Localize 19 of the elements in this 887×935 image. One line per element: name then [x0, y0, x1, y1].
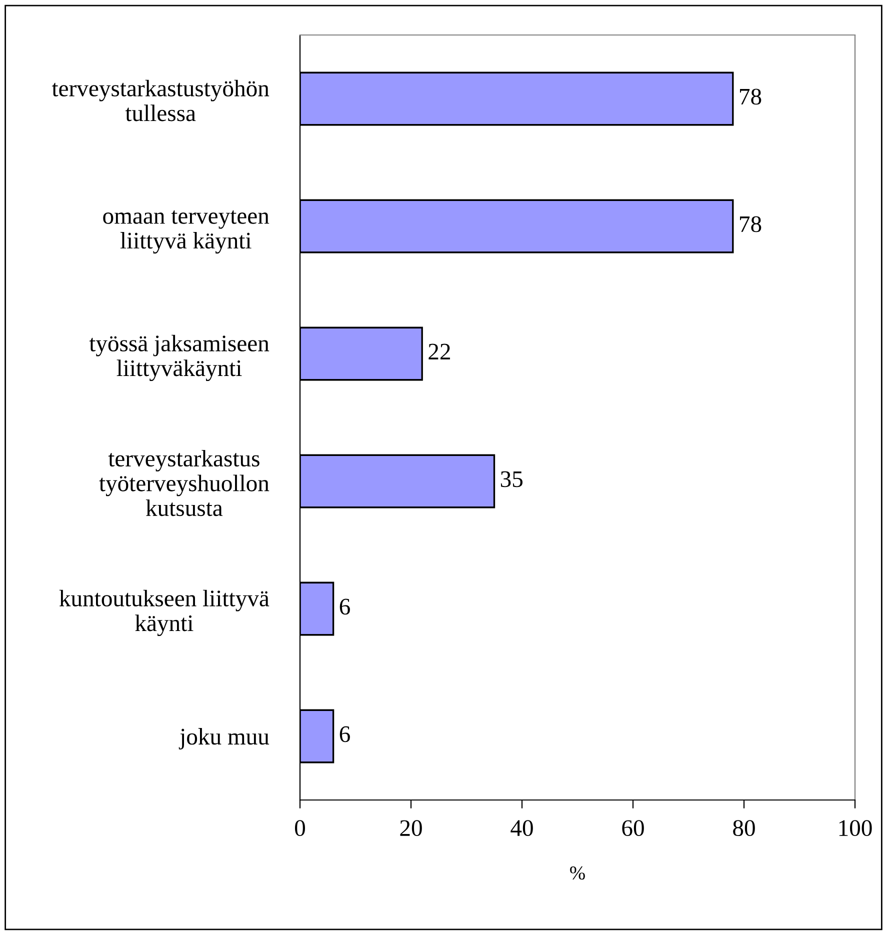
data-label: 22: [428, 344, 450, 360]
data-label: 78: [740, 216, 762, 232]
data-label: 78: [740, 88, 762, 105]
y-tick-label: kuntoutukseen liittyvä käynti: [59, 590, 270, 636]
x-tick-label: 100: [839, 820, 872, 836]
data-label: 6: [340, 726, 350, 742]
y-tick-label: terveystarkastus työterveyshuollon kutsusta: [99, 450, 270, 516]
y-tick-label: työssä jaksamiseen liittyväkäynti: [89, 334, 270, 382]
x-tick-label: 20: [400, 820, 422, 836]
data-label: 35: [500, 471, 522, 488]
x-axis-title: %: [570, 866, 585, 880]
y-tick-label: omaan terveyteen liittyvä käynti: [103, 210, 270, 254]
x-tick-label: 40: [510, 820, 533, 836]
data-label: 6: [340, 598, 350, 615]
x-tick-label: 60: [622, 820, 644, 836]
x-tick-label: 80: [733, 820, 755, 836]
y-tick-label: joku muu: [178, 728, 270, 750]
x-tick-label: 0: [294, 820, 306, 836]
y-tick-label: terveystarkastustyöhön tullessa: [52, 80, 270, 122]
